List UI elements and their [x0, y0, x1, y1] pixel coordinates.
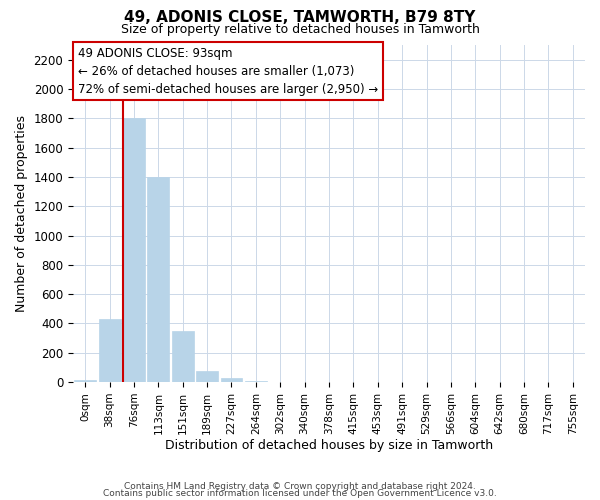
- Text: 49 ADONIS CLOSE: 93sqm
← 26% of detached houses are smaller (1,073)
72% of semi-: 49 ADONIS CLOSE: 93sqm ← 26% of detached…: [78, 46, 379, 96]
- Bar: [123, 118, 145, 382]
- Text: Contains public sector information licensed under the Open Government Licence v3: Contains public sector information licen…: [103, 489, 497, 498]
- Y-axis label: Number of detached properties: Number of detached properties: [15, 115, 28, 312]
- Bar: [98, 319, 121, 382]
- Bar: [148, 177, 169, 382]
- Bar: [196, 371, 218, 382]
- X-axis label: Distribution of detached houses by size in Tamworth: Distribution of detached houses by size …: [165, 440, 493, 452]
- Bar: [74, 380, 96, 382]
- Bar: [172, 331, 194, 382]
- Text: 49, ADONIS CLOSE, TAMWORTH, B79 8TY: 49, ADONIS CLOSE, TAMWORTH, B79 8TY: [124, 10, 476, 25]
- Bar: [221, 378, 242, 382]
- Text: Size of property relative to detached houses in Tamworth: Size of property relative to detached ho…: [121, 22, 479, 36]
- Text: Contains HM Land Registry data © Crown copyright and database right 2024.: Contains HM Land Registry data © Crown c…: [124, 482, 476, 491]
